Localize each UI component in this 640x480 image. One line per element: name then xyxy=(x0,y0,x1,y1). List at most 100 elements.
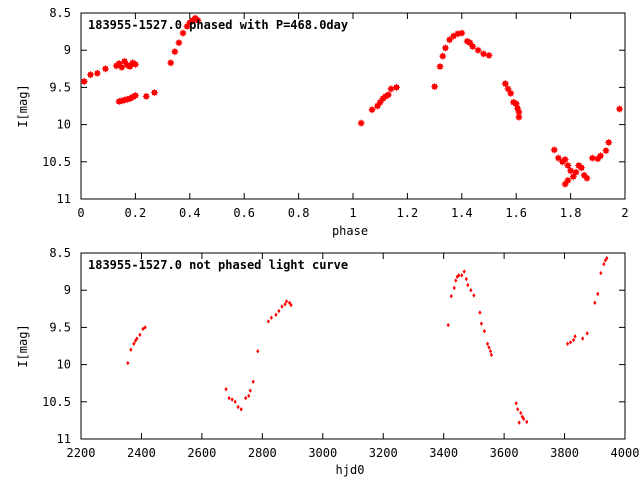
phased-y-axis-title: I[mag] xyxy=(16,84,30,127)
phased-data-point xyxy=(368,106,376,114)
unphased-data-point xyxy=(464,276,468,282)
unphased-data-point xyxy=(514,401,518,406)
phased-data-point xyxy=(561,180,569,188)
unphased-data-point xyxy=(479,321,484,326)
phased-data-point xyxy=(441,44,449,52)
unphased-data-point xyxy=(605,256,609,261)
unphased-data-points xyxy=(126,256,609,425)
unphased-x-tick-label: 2200 xyxy=(67,446,96,460)
phased-data-point xyxy=(80,77,88,85)
phased-y-tick-label: 10 xyxy=(57,118,71,132)
phased-data-point xyxy=(485,51,493,59)
unphased-data-point xyxy=(251,379,255,384)
unphased-data-point xyxy=(602,261,606,267)
phased-plot-frame xyxy=(80,12,626,200)
unphased-data-point xyxy=(482,328,487,334)
phased-data-point xyxy=(567,167,575,175)
unphased-data-point xyxy=(256,349,260,354)
unphased-data-point xyxy=(603,258,607,263)
phased-data-point xyxy=(569,173,577,181)
unphased-y-tick-label: 10.5 xyxy=(42,395,71,409)
unphased-x-axis-title: hjd0 xyxy=(336,463,365,477)
unphased-x-tick-label: 3800 xyxy=(550,446,579,460)
unphased-y-tick-label: 9.5 xyxy=(49,320,71,334)
unphased-x-tick-label: 2400 xyxy=(127,446,156,460)
phased-data-point xyxy=(572,168,580,176)
phased-data-point xyxy=(167,59,175,67)
unphased-data-point xyxy=(449,293,453,299)
unphased-x-tick-label: 3600 xyxy=(490,446,519,460)
phased-data-point xyxy=(101,65,109,73)
unphased-data-point xyxy=(230,397,234,402)
unphased-data-point xyxy=(126,360,130,366)
unphased-data-point xyxy=(269,315,273,320)
phased-data-point xyxy=(175,39,183,47)
phased-data-point xyxy=(564,176,572,184)
phased-data-point xyxy=(577,164,585,172)
unphased-data-point xyxy=(266,319,270,324)
unphased-x-tick-label: 2800 xyxy=(248,446,277,460)
unphased-data-point xyxy=(596,291,600,297)
unphased-data-point xyxy=(522,416,526,422)
phased-data-point xyxy=(554,154,562,162)
phased-data-point xyxy=(550,146,558,154)
phased-data-point xyxy=(507,89,515,97)
unphased-data-point xyxy=(517,420,521,425)
phased-x-axis-title: phase xyxy=(332,224,368,238)
phased-y-ticks: 8.5 9 9.5 10 10.5 11 xyxy=(42,6,625,206)
phased-x-tick-label: 1.2 xyxy=(397,206,419,220)
unphased-y-tick-label: 9 xyxy=(64,283,71,297)
phased-data-point xyxy=(357,119,365,127)
phased-x-tick-label: 0.6 xyxy=(233,206,255,220)
phased-data-point xyxy=(131,60,139,68)
phased-x-tick-label: 1.8 xyxy=(560,206,582,220)
unphased-data-point xyxy=(472,293,476,298)
phased-y-tick-label: 9 xyxy=(64,43,71,57)
unphased-data-point xyxy=(466,282,470,288)
unphased-y-tick-label: 8.5 xyxy=(49,246,71,260)
unphased-data-point xyxy=(247,393,251,399)
phased-data-point xyxy=(121,57,129,65)
unphased-x-tick-label: 3000 xyxy=(308,446,337,460)
phased-data-point xyxy=(583,174,591,182)
phased-x-tick-label: 0.4 xyxy=(179,206,201,220)
unphased-data-point xyxy=(460,273,464,278)
phased-x-tick-label: 0 xyxy=(77,206,84,220)
unphased-y-axis-title: I[mag] xyxy=(16,324,30,367)
unphased-data-point xyxy=(469,288,473,293)
phased-data-point xyxy=(588,154,596,162)
unphased-data-point xyxy=(585,331,589,336)
phased-data-point xyxy=(384,91,392,99)
phased-data-point xyxy=(387,85,395,93)
phased-data-point xyxy=(469,42,477,50)
unphased-data-point xyxy=(277,308,281,314)
unphased-data-point xyxy=(280,304,284,309)
phased-data-point xyxy=(439,52,447,60)
phased-data-point xyxy=(564,162,572,170)
phased-x-tick-label: 0.2 xyxy=(125,206,147,220)
phased-chart-title: 183955-1527.0 phased with P=468.0day xyxy=(88,18,348,32)
unphased-data-point xyxy=(485,341,490,346)
phased-data-point xyxy=(458,29,466,37)
phased-data-point xyxy=(373,102,381,110)
unphased-data-point xyxy=(227,395,231,401)
unphased-data-point xyxy=(446,322,450,328)
phased-y-tick-label: 9.5 xyxy=(49,80,71,94)
unphased-data-point xyxy=(516,407,520,412)
unphased-data-point xyxy=(132,341,136,346)
unphased-data-point xyxy=(525,419,529,425)
phased-data-point xyxy=(602,147,610,155)
unphased-y-ticks: 8.5 9 9.5 10 10.5 11 xyxy=(42,246,625,446)
phased-y-tick-label: 10.5 xyxy=(42,155,71,169)
phased-light-curve-panel: 0 0.2 0.4 0.6 0.8 1 1.2 1.4 1.6 1.8 2 8.5 9 9.5 10 10.… xyxy=(16,6,629,238)
phased-x-tick-label: 0.8 xyxy=(288,206,310,220)
unphased-y-tick-label: 10 xyxy=(57,358,71,372)
phased-data-point xyxy=(515,113,523,121)
phased-data-point xyxy=(393,83,401,91)
phased-data-point xyxy=(118,63,126,71)
unphased-data-point xyxy=(487,345,491,350)
unphased-x-tick-label: 2600 xyxy=(187,446,216,460)
unphased-data-point xyxy=(489,352,494,358)
unphased-data-point xyxy=(236,404,240,410)
